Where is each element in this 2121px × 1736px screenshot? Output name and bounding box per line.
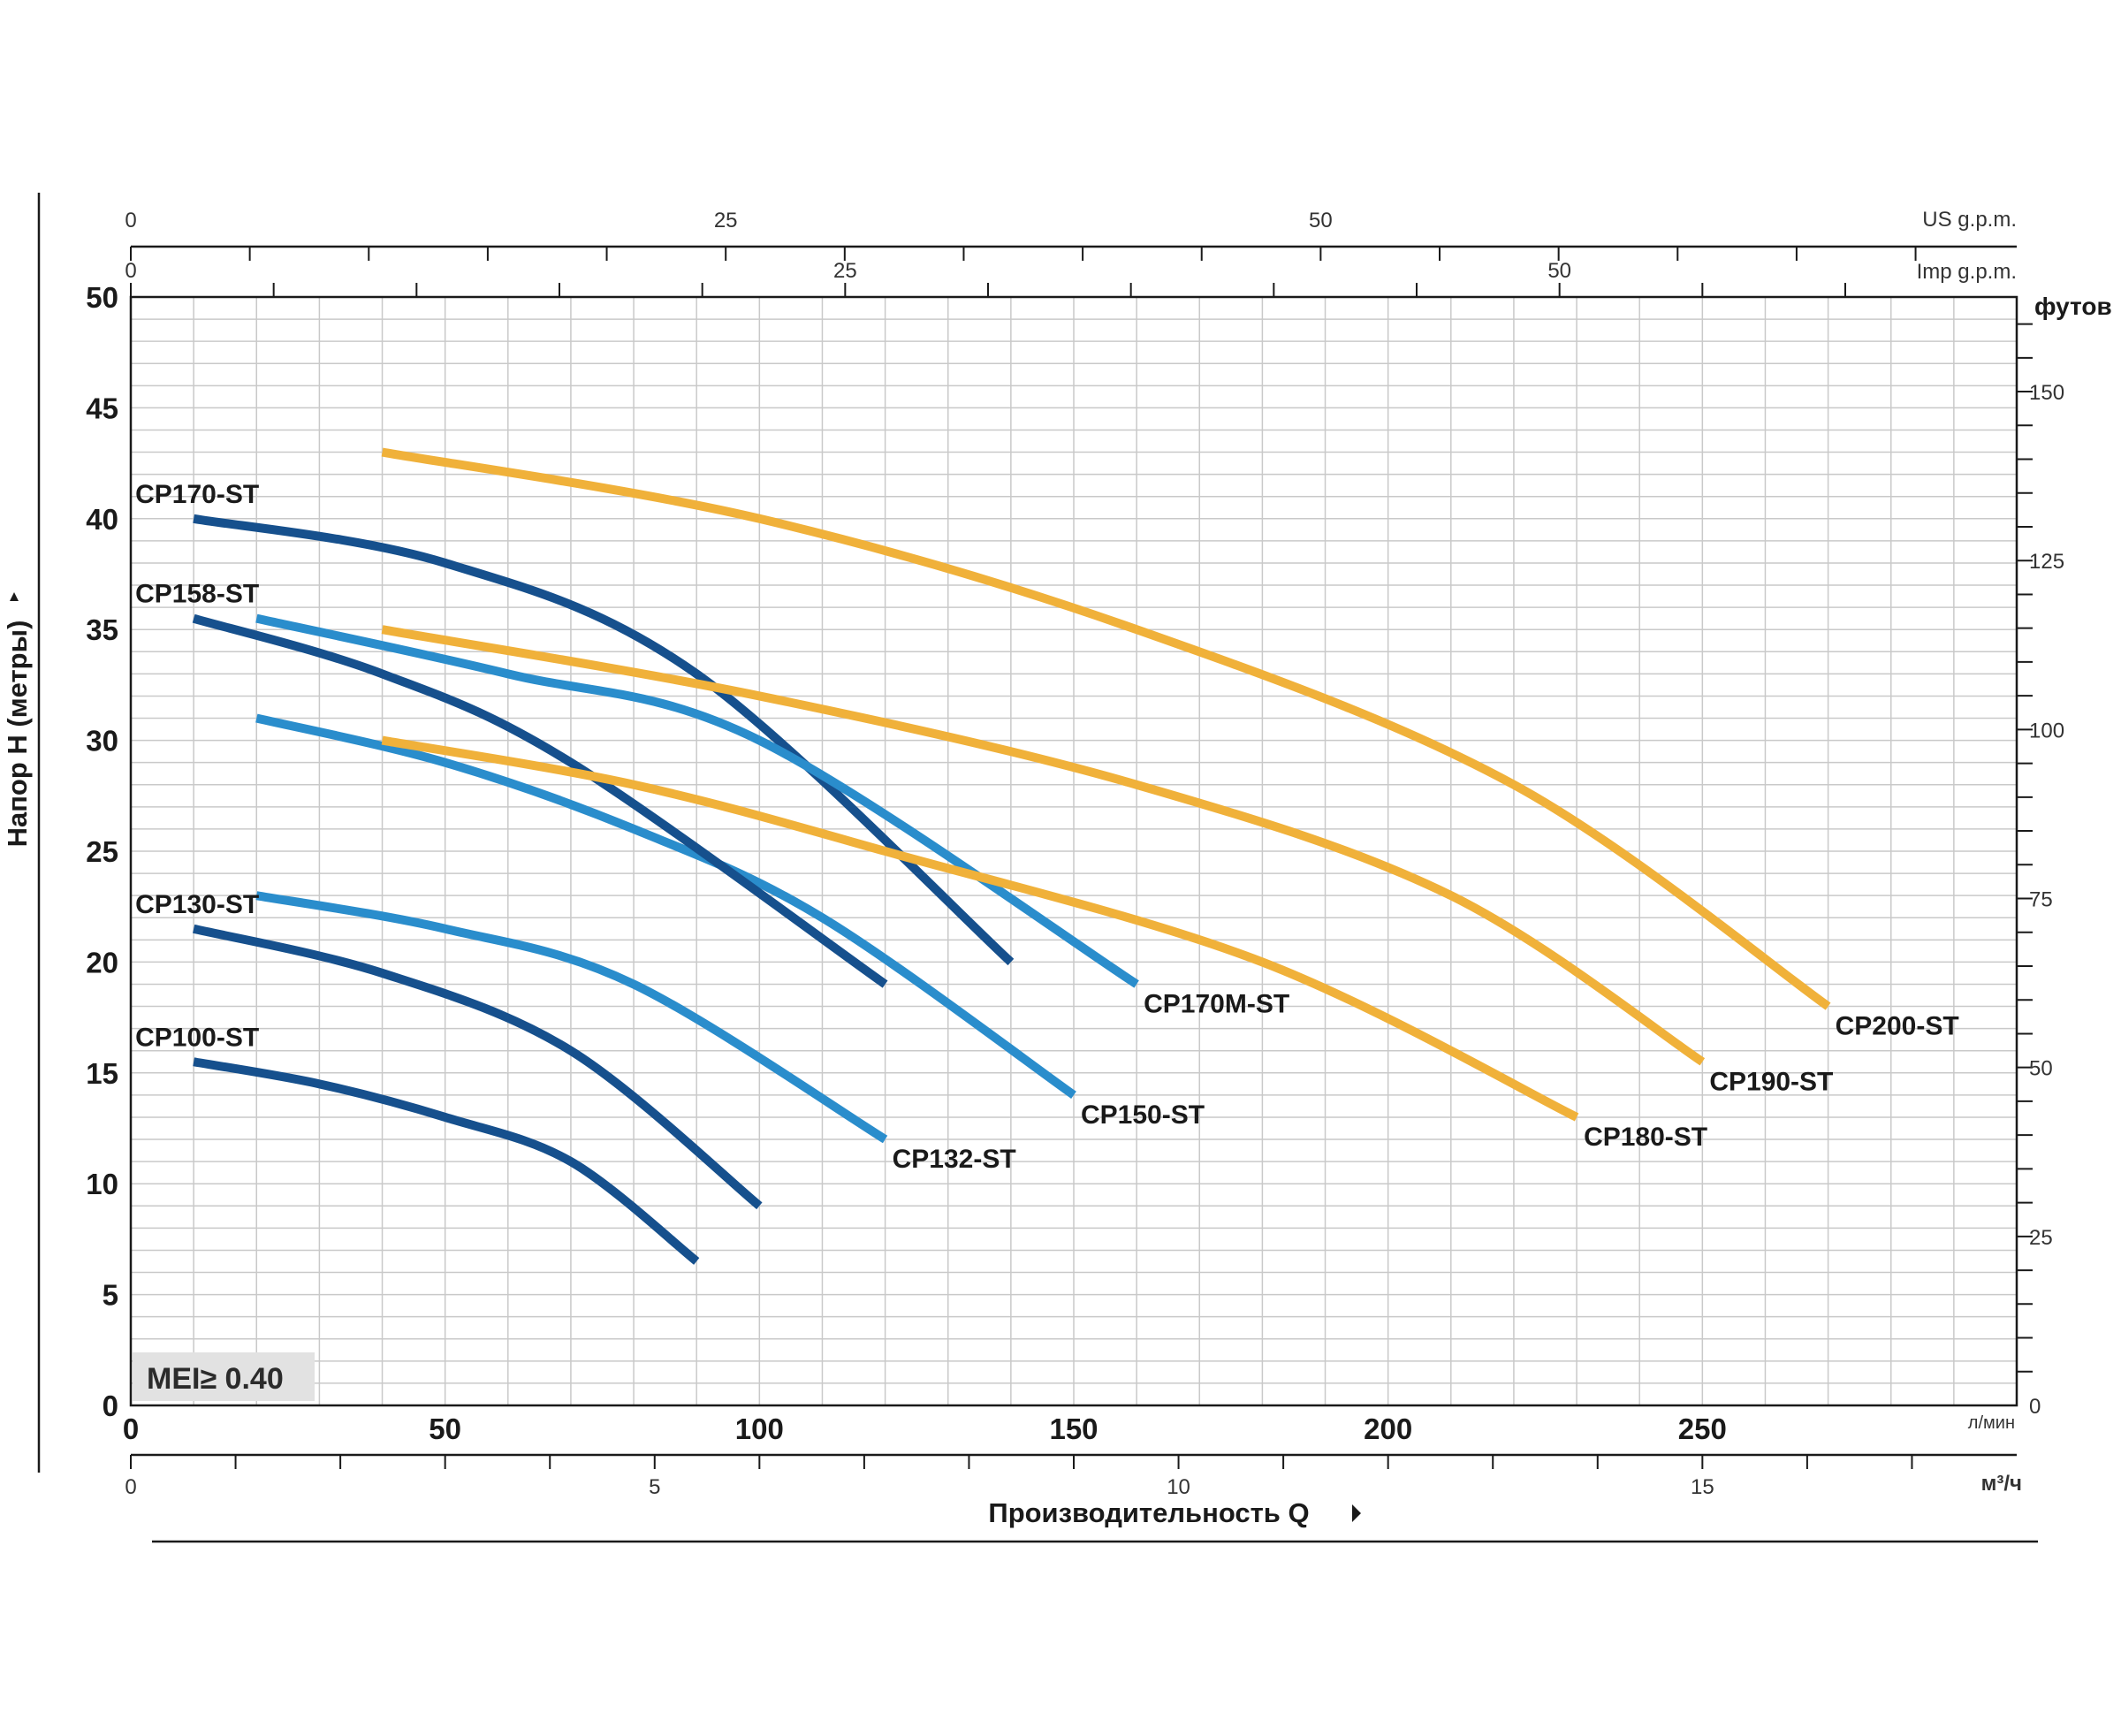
curve-cp130-st (192, 924, 763, 1210)
y-tick-label: 45 (86, 392, 118, 424)
x-tick-label: 0 (123, 1412, 139, 1445)
feet-tick-label: 75 (2029, 888, 2053, 912)
y-tick-label: 35 (86, 613, 118, 646)
m3h-tick-label: 5 (649, 1475, 660, 1499)
y-tick-label: 0 (103, 1390, 118, 1422)
imp-gpm-tick-label: 0 (125, 259, 136, 283)
imp-gpm-unit-label: Imp g.p.m. (1917, 260, 2017, 284)
curve-cp132-st (255, 891, 888, 1144)
curve-label-cp190-st: CP190-ST (1709, 1067, 1833, 1096)
us-gpm-tick-label: 0 (125, 209, 136, 232)
grid (131, 297, 2017, 1405)
mei-badge-background (133, 1352, 315, 1401)
curve-cp170m-st (255, 613, 1139, 988)
feet-unit-label: футов (2034, 293, 2112, 320)
curve-label-cp200-st: CP200-ST (1836, 1012, 1959, 1041)
imp-gpm-tick-label: 50 (1547, 259, 1571, 283)
y-tick-label: 25 (86, 835, 118, 868)
curve-label-cp150-st: CP150-ST (1081, 1100, 1205, 1130)
y-tick-label: 10 (86, 1168, 118, 1200)
m3h-unit-label: м³/ч (1981, 1472, 2022, 1496)
curve-cp180-st (381, 735, 1579, 1122)
feet-tick-label: 0 (2029, 1395, 2041, 1419)
x-tick-label: 250 (1678, 1412, 1727, 1445)
x-axis-title: Производительность Q (988, 1497, 1309, 1528)
curve-label-cp130-st: CP130-ST (135, 890, 259, 919)
feet-tick-label: 50 (2029, 1057, 2053, 1081)
lmin-unit-label: л/мин (1968, 1413, 2015, 1433)
curve-cp200-st (381, 447, 1831, 1010)
x-tick-label: 200 (1364, 1412, 1412, 1445)
curve-labels: CP100-ST CP130-ST CP132-ST CP150-ST CP158-ST… (135, 480, 1959, 1174)
x-tick-label: 100 (735, 1412, 784, 1445)
y-tick-label: 15 (86, 1057, 118, 1090)
curve-label-cp170-st: CP170-ST (135, 480, 259, 509)
y-tick-label: 50 (86, 281, 118, 314)
pump-curves (192, 447, 1831, 1265)
feet-tick-label: 100 (2029, 719, 2064, 742)
curve-label-cp180-st: CP180-ST (1584, 1123, 1707, 1152)
curve-label-cp132-st: CP132-ST (893, 1145, 1016, 1174)
x-axis-arrow-icon (1352, 1504, 1361, 1522)
y-tick-label: 40 (86, 503, 118, 536)
curve-cp190-st (381, 625, 1706, 1066)
m3h-tick-label: 15 (1691, 1475, 1714, 1499)
y-tick-label: 20 (86, 946, 118, 978)
x-tick-label: 150 (1049, 1412, 1098, 1445)
mei-badge: MEI≥ 0.40 (147, 1362, 284, 1396)
y-axis-title: Напор H (метры) (2, 621, 33, 848)
curve-label-cp158-st: CP158-ST (135, 580, 259, 609)
y-tick-label: 5 (103, 1279, 118, 1312)
m3h-tick-label: 0 (125, 1475, 136, 1499)
feet-tick-label: 125 (2029, 550, 2064, 574)
us-gpm-tick-label: 50 (1309, 209, 1333, 232)
curve-cp100-st (193, 1057, 700, 1265)
curve-label-cp100-st: CP100-ST (135, 1023, 259, 1052)
feet-tick-label: 25 (2029, 1226, 2053, 1250)
m3h-tick-label: 10 (1167, 1475, 1190, 1499)
feet-tick-label: 150 (2029, 381, 2064, 405)
us-gpm-unit-label: US g.p.m. (1922, 208, 2017, 232)
y-axis-arrow-icon (10, 592, 19, 601)
y-tick-label: 30 (86, 725, 118, 758)
x-tick-label: 50 (429, 1412, 461, 1445)
us-gpm-tick-label: 25 (714, 209, 738, 232)
curve-cp158-st (192, 613, 888, 988)
imp-gpm-tick-label: 25 (833, 259, 857, 283)
curve-label-cp170m-st: CP170M-ST (1144, 989, 1289, 1018)
plot-border (129, 295, 2018, 1407)
curve-cp150-st (255, 713, 1076, 1099)
